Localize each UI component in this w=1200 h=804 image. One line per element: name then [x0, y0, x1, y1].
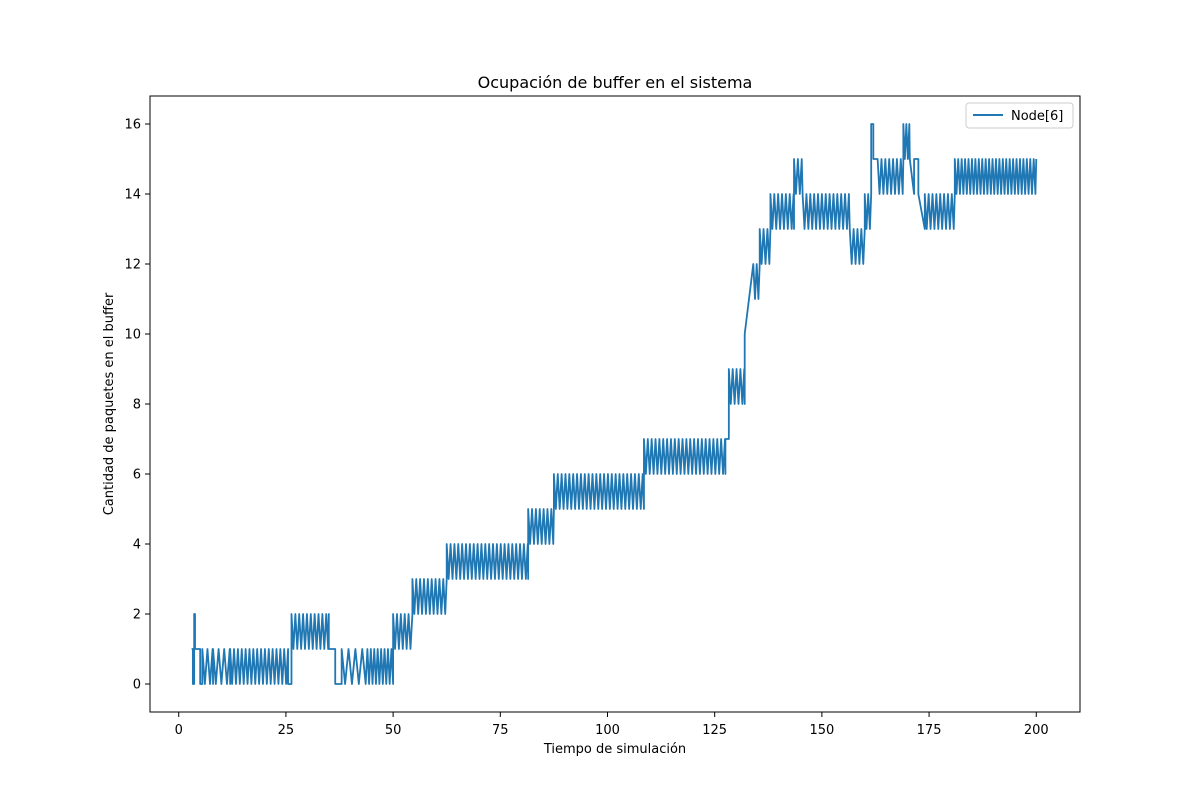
x-tick-label: 175: [917, 723, 942, 738]
y-tick-label: 0: [133, 678, 141, 693]
y-tick-label: 14: [124, 188, 141, 203]
plot-area: [191, 123, 1038, 685]
y-tick-label: 4: [133, 538, 141, 553]
x-tick-label: 125: [702, 723, 727, 738]
x-tick-label: 25: [278, 723, 295, 738]
y-tick-label: 10: [124, 328, 141, 343]
x-tick-label: 200: [1024, 723, 1049, 738]
y-tick-label: 2: [133, 608, 141, 623]
legend: Node[6]: [965, 102, 1074, 129]
series-line-node-6: [191, 123, 1038, 685]
y-tick-label: 12: [124, 258, 141, 273]
y-tick-label: 16: [124, 118, 141, 133]
y-tick-label: 8: [133, 398, 141, 413]
chart-title: Ocupación de buffer en el sistema: [478, 73, 753, 92]
x-tick-label: 75: [492, 723, 509, 738]
x-axis-label: Tiempo de simulación: [543, 742, 686, 757]
x-tick-label: 150: [809, 723, 834, 738]
x-tick-label: 50: [385, 723, 402, 738]
y-tick-label: 6: [133, 468, 141, 483]
legend-box: [965, 102, 1074, 129]
x-tick-label: 100: [595, 723, 620, 738]
legend-label: Node[6]: [1011, 109, 1063, 124]
x-axis: 0 25 50 75 100 125 150 175 200: [175, 712, 1049, 738]
x-tick-label: 0: [175, 723, 183, 738]
axes-frame: [149, 95, 1081, 713]
y-axis: 0 2 4 6 8 10 12 14 16: [124, 118, 150, 693]
y-axis-label: Cantidad de paquetes en el buffer: [102, 292, 117, 515]
